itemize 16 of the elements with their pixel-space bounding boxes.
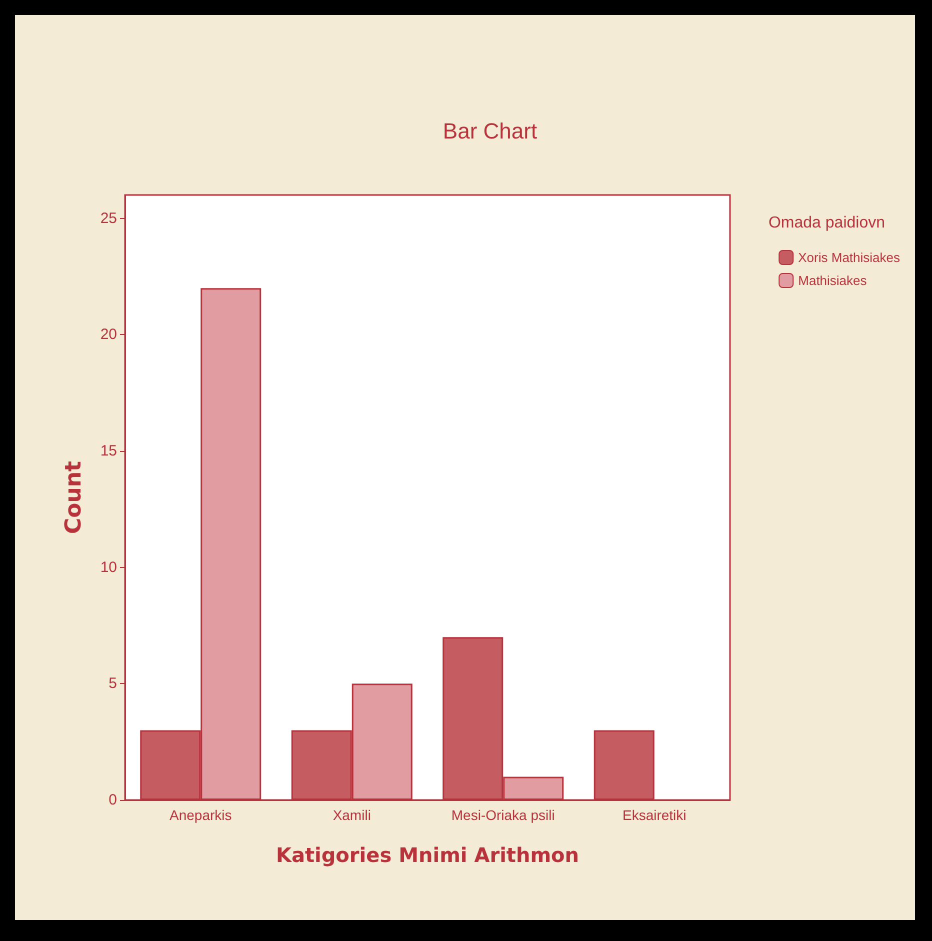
- legend-title: Omada paidiovn: [768, 214, 885, 232]
- y-tick-label: 20: [100, 326, 117, 344]
- y-tick-label: 15: [100, 442, 117, 460]
- x-tick-label: Xamili: [332, 807, 371, 823]
- y-tick-label: 5: [108, 675, 117, 692]
- y-tick-label: 10: [100, 558, 117, 576]
- y-tick-label: 0: [108, 792, 117, 808]
- legend-label: Xoris Mathisiakes: [798, 250, 900, 265]
- legend-label: Mathisiakes: [798, 273, 868, 288]
- x-tick-label: Mesi-Oriaka psili: [451, 807, 555, 823]
- x-axis-title: Katigories Mnimi Arithmon: [276, 843, 580, 867]
- x-tick-label: Eksairetiki: [622, 807, 686, 823]
- x-tick-label: Aneparkis: [169, 807, 232, 823]
- chart-title: Bar Chart: [442, 118, 538, 144]
- y-axis-title: Count: [62, 460, 86, 534]
- y-tick-label: 25: [100, 210, 117, 227]
